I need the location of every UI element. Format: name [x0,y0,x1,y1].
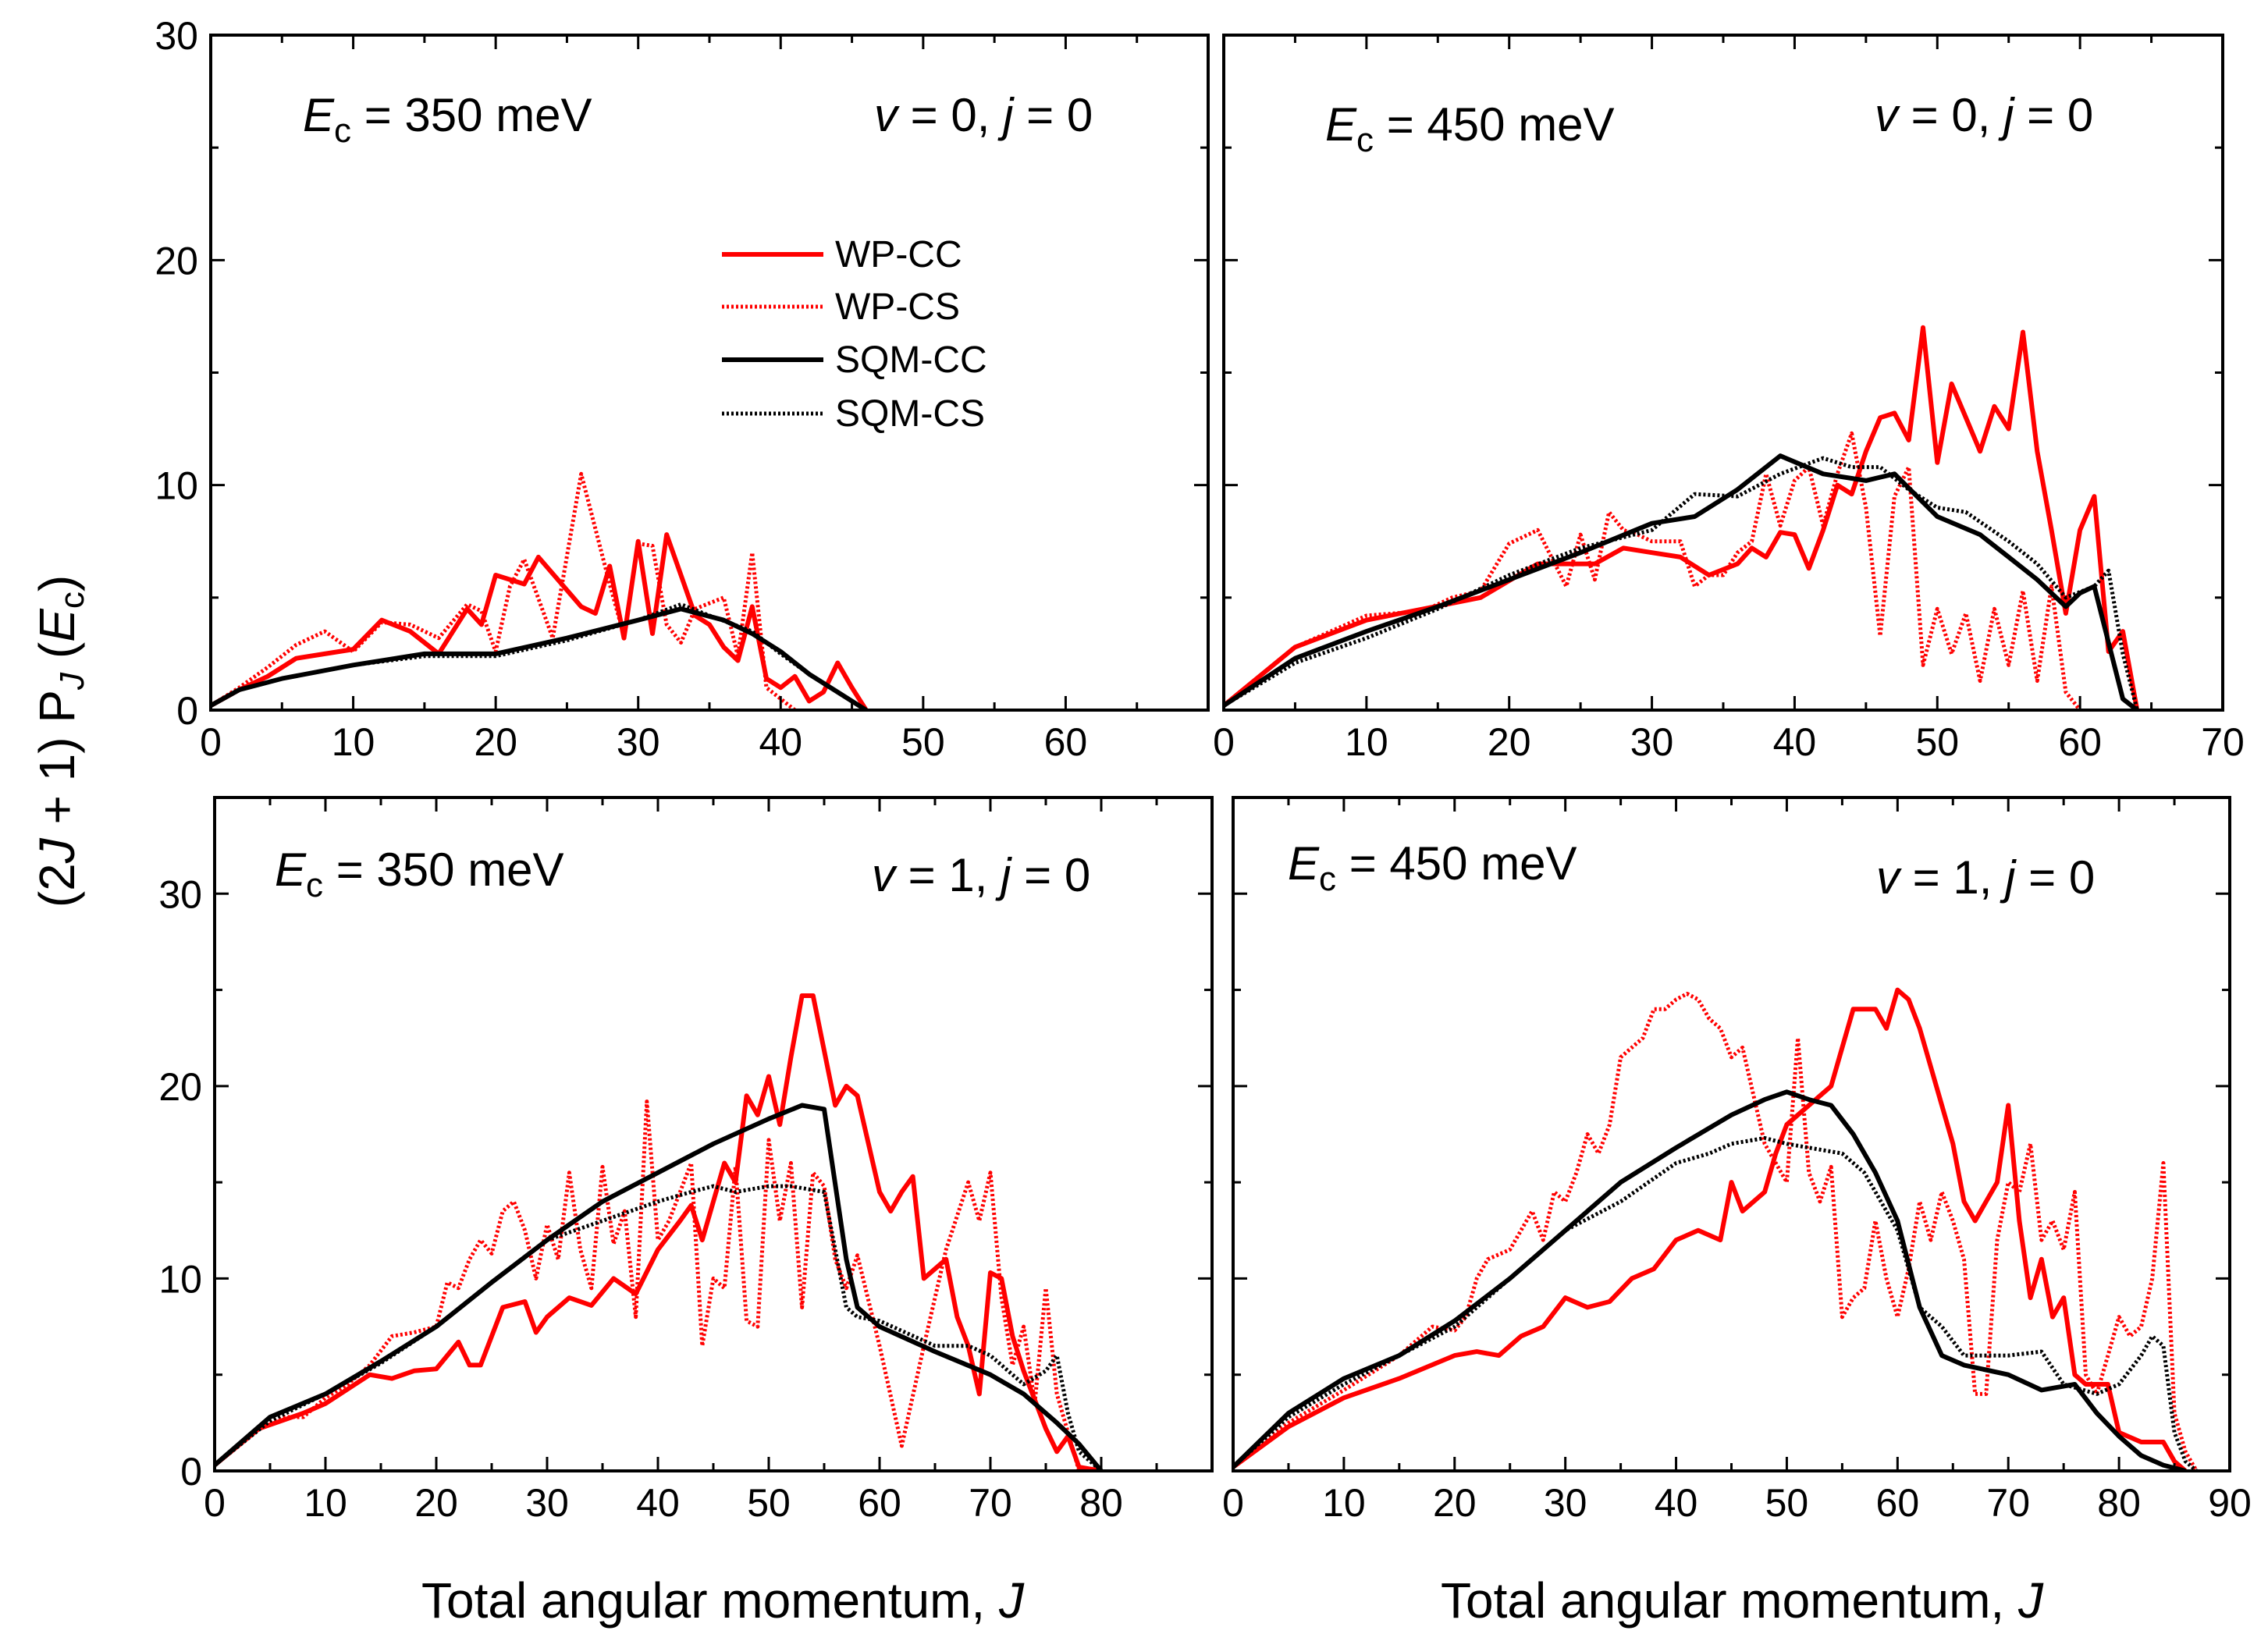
x-tick-label: 40 [1773,720,1817,764]
x-tick-label: 50 [1765,1481,1809,1525]
x-tick-label: 30 [1630,720,1674,764]
y-tick-label: 0 [180,1450,202,1494]
legend-label-sqm-cc: SQM-CC [835,339,987,381]
x-tick-label: 60 [858,1481,901,1525]
state-label-bottom-right: v = 1, j = 0 [1876,851,2095,904]
x-axis-title-left: Total angular momentum, J [421,1572,1025,1629]
series-wp-cc [1224,325,2140,710]
x-tick-label: 40 [636,1481,680,1525]
x-tick-label: 0 [1213,720,1235,764]
panel-bottom-left: 0 10 20 30 40 50 60 70 80 0 10 20 30 [158,796,1214,1525]
x-axis-title-right: Total angular momentum, J [1441,1572,2044,1629]
x-tick-label: 30 [1544,1481,1587,1525]
legend-label-wp-cs: WP-CS [835,286,960,328]
y-tick-label: 20 [158,1065,202,1109]
x-tick-label: 90 [2208,1481,2252,1525]
x-tick-label: 10 [332,720,375,764]
series-wp-cs [1233,992,2199,1471]
x-tick-label: 70 [969,1481,1012,1525]
series-wp-cc [1233,987,2188,1471]
x-tick-label: 10 [1322,1481,1366,1525]
x-tick-label: 10 [304,1481,347,1525]
x-tick-label: 50 [1915,720,1959,764]
series-wp-cc [211,532,869,710]
x-tick-label: 60 [2058,720,2102,764]
x-tick-label: 30 [617,720,660,764]
series-wp-cs [215,1099,1082,1471]
y-tick-label: 10 [155,464,198,508]
series-sqm-cs [215,1184,1103,1471]
series-sqm-cc [1233,1089,2186,1471]
series-sqm-cc [1224,453,2139,710]
energy-label-bottom-left: Ec = 350 meV [275,844,564,904]
state-label-top-right: v = 0, j = 0 [1875,89,2093,141]
x-tick-label: 80 [1079,1481,1123,1525]
x-tick-label: 70 [1986,1481,2030,1525]
x-tick-label: 70 [2201,720,2245,764]
x-tick-label: 50 [747,1481,791,1525]
energy-label-top-left: Ec = 350 meV [303,89,592,150]
legend-label-sqm-cs: SQM-CS [835,393,985,435]
x-tick-label: 0 [204,1481,226,1525]
x-tick-label: 20 [474,720,517,764]
x-tick-label: 60 [1876,1481,1920,1525]
x-tick-label: 40 [1655,1481,1698,1525]
energy-label-bottom-right: Ec = 450 meV [1288,837,1577,898]
legend: WP-CC WP-CS SQM-CC SQM-CS [722,234,987,435]
x-tick-label: 20 [1433,1481,1477,1525]
legend-label-wp-cc: WP-CC [835,234,962,275]
series-sqm-cc [215,1103,1104,1471]
y-tick-label: 20 [155,239,198,282]
y-axis-title: (2J + 1) PJ (Ec) [29,575,91,908]
energy-label-top-right: Ec = 450 meV [1325,98,1615,159]
x-tick-label: 0 [1222,1481,1244,1525]
x-tick-label: 20 [414,1481,458,1525]
x-tick-label: 50 [901,720,945,764]
state-label-top-left: v = 0, j = 0 [874,89,1093,141]
y-tick-label: 0 [176,689,198,733]
series-group [1233,987,2199,1471]
series-wp-cc [215,993,1102,1471]
series-group [211,471,869,710]
panel-bottom-right: 0 10 20 30 40 50 60 70 80 90 [1222,796,2252,1525]
y-tick-label: 30 [155,14,198,58]
series-sqm-cs [1224,456,2139,710]
y-tick-label: 10 [158,1257,202,1301]
panel-top-left: 0 10 20 30 40 50 60 0 10 20 30 [155,14,1210,764]
x-tick-label: 30 [525,1481,569,1525]
state-label-bottom-left: v = 1, j = 0 [872,849,1090,901]
x-tick-label: 60 [1044,720,1088,764]
x-tick-label: 10 [1345,720,1388,764]
series-group [215,993,1104,1471]
series-wp-cs [1224,431,2082,710]
y-tick-label: 30 [158,872,202,916]
x-tick-label: 20 [1488,720,1531,764]
x-tick-label: 80 [2097,1481,2141,1525]
series-group [1224,325,2140,710]
x-tick-label: 0 [200,720,222,764]
panel-top-right: 0 10 20 30 40 50 60 70 [1213,34,2245,764]
series-sqm-cs [1233,1135,2199,1471]
x-tick-label: 40 [759,720,802,764]
series-sqm-cc [211,606,868,710]
series-wp-cs [211,471,797,710]
